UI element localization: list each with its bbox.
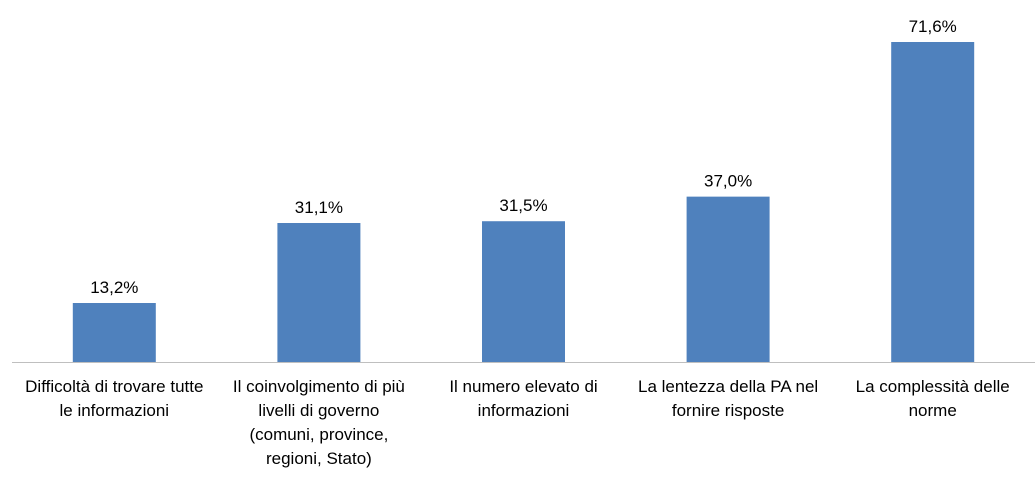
bar [686,196,770,362]
x-tick-label: La complessità delle norme [856,377,1010,420]
data-label: 31,1% [295,198,343,217]
x-tick-label: Difficoltà di trovare tutte le informazio… [25,377,203,420]
bar [277,223,361,362]
bar [482,221,565,362]
data-label: 71,6% [909,17,957,36]
bar [72,303,156,362]
x-tick-label: Il numero elevato di informazioni [449,377,597,420]
data-label: 31,5% [499,196,547,215]
x-tick-label: Il coinvolgimento di più livelli di gover… [233,377,405,468]
data-label: 13,2% [90,278,138,297]
x-tick-label: La lentezza della PA nel fornire risposte [638,377,818,420]
bar [891,42,975,362]
data-label: 37,0% [704,172,752,191]
